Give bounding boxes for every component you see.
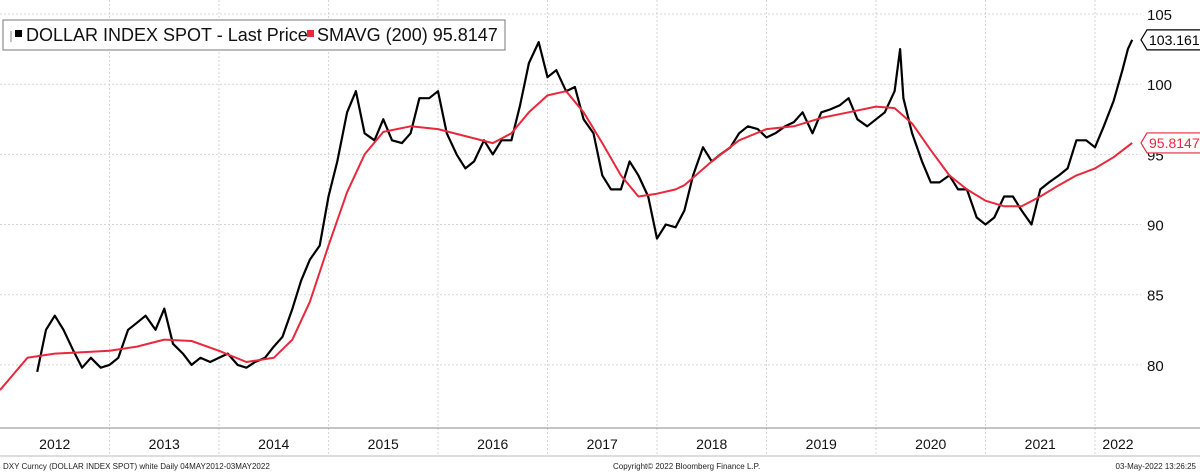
legend-label: DOLLAR INDEX SPOT - Last Price (26, 25, 308, 45)
badge-value: 95.8147 (1149, 135, 1200, 151)
legend-box (2, 19, 506, 51)
badge-value: 103.161 (1149, 32, 1200, 48)
series-lines (0, 39, 1134, 391)
smavg-badge: 95.8147 (1140, 132, 1200, 154)
footer-copyright: Copyright© 2022 Bloomberg Finance L.P. (613, 462, 761, 471)
legend-label: SMAVG (200) 95.8147 (317, 25, 498, 45)
x-tick-label: 2022 (1102, 436, 1133, 452)
x-tick-label: 2013 (149, 436, 180, 452)
x-tick-label: 2017 (587, 436, 618, 452)
badge-box (1140, 29, 1200, 51)
x-tick-label: 2018 (696, 436, 727, 452)
last-price-badge: 103.161 (1140, 29, 1200, 51)
legend-swatch (15, 30, 22, 37)
legend-swatch (307, 30, 314, 37)
x-tick-label: 2014 (258, 436, 289, 452)
y-tick-label: 80 (1147, 358, 1164, 375)
y-tick-label: 100 (1147, 77, 1172, 94)
gridlines (0, 0, 1141, 456)
x-tick-label: 2016 (477, 436, 508, 452)
series-line-dollar-index (36, 39, 1134, 373)
x-tick-label: 2012 (39, 436, 70, 452)
x-tick-label: 2021 (1025, 436, 1056, 452)
value-badges: 103.161 95.8147 (1140, 29, 1200, 154)
x-tick-label: 2019 (806, 436, 837, 452)
x-tick-label: 2015 (368, 436, 399, 452)
y-tick-label: 90 (1147, 218, 1164, 235)
footer-left-text: DXY Curncy (DOLLAR INDEX SPOT) white Dai… (3, 462, 270, 471)
x-tick-label: 2020 (915, 436, 946, 452)
y-tick-label: 105 (1147, 7, 1172, 24)
badge-box (1140, 132, 1200, 154)
footer: DXY Curncy (DOLLAR INDEX SPOT) white Dai… (0, 460, 1200, 474)
y-tick-label: 85 (1147, 288, 1164, 305)
plot-area (0, 0, 1141, 428)
legend: DOLLAR INDEX SPOT - Last Price SMAVG (200… (2, 19, 506, 51)
footer-timestamp: 03-May-2022 13:26:25 (1115, 462, 1197, 471)
series-line-smavg-200 (0, 90, 1133, 391)
